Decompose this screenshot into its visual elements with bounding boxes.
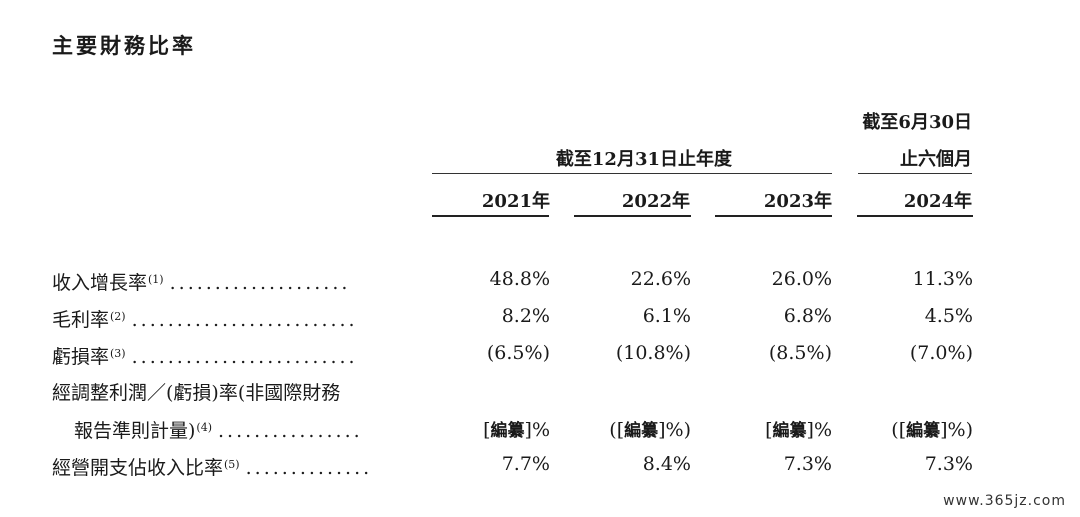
cell-adjusted-margin-2022: ([編纂]%)	[609, 419, 691, 441]
year-rule-2023	[715, 215, 832, 217]
footnote-marker: (2)	[110, 310, 126, 323]
page-title: 主要財務比率	[52, 34, 196, 58]
cell-revenue-growth-2024: 11.3%	[912, 268, 973, 290]
header-year-2021: 2021年	[481, 191, 550, 212]
row-label-opex-ratio: 經營開支佔收入比率(5)..............	[52, 457, 373, 479]
cell-loss-rate-2023: (8.5%)	[768, 342, 832, 364]
row-label-revenue-growth: 收入增長率(1)....................	[52, 272, 351, 294]
cell-gross-margin-2022: 6.1%	[642, 305, 691, 327]
cell-adjusted-margin-2023: [編纂]%	[765, 419, 832, 441]
leader-dots: ................	[218, 420, 363, 442]
header-rule-group1	[432, 173, 832, 174]
header-period-group1: 截至12月31日止年度	[555, 149, 732, 170]
cell-gross-margin-2023: 6.8%	[783, 305, 832, 327]
cell-revenue-growth-2021: 48.8%	[489, 268, 550, 290]
cell-opex-ratio-2021: 7.7%	[501, 453, 550, 475]
cell-adjusted-margin-2021: [編纂]%	[483, 419, 550, 441]
header-year-2022: 2022年	[621, 191, 690, 212]
header-period-group2-line2: 止六個月	[900, 149, 972, 170]
year-rule-2024	[857, 215, 973, 217]
cell-loss-rate-2022: (10.8%)	[615, 342, 691, 364]
footnote-marker: (5)	[224, 458, 240, 471]
cell-gross-margin-2021: 8.2%	[501, 305, 550, 327]
cell-adjusted-margin-2024: ([編纂]%)	[891, 419, 973, 441]
row-label-adjusted-margin-line2: 報告準則計量)(4)................	[74, 420, 363, 442]
redacted-placeholder: 編纂	[772, 421, 807, 441]
cell-loss-rate-2021: (6.5%)	[486, 342, 550, 364]
cell-loss-rate-2024: (7.0%)	[909, 342, 973, 364]
footnote-marker: (3)	[110, 347, 126, 360]
cell-opex-ratio-2022: 8.4%	[642, 453, 691, 475]
cell-opex-ratio-2024: 7.3%	[924, 453, 973, 475]
leader-dots: ....................	[169, 272, 351, 294]
redacted-placeholder: 編纂	[906, 421, 941, 441]
leader-dots: .........................	[131, 346, 358, 368]
year-rule-2022	[574, 215, 691, 217]
footnote-marker: (4)	[196, 421, 213, 434]
watermark: www.365jz.com	[943, 493, 1066, 509]
cell-revenue-growth-2022: 22.6%	[630, 268, 691, 290]
redacted-placeholder: 編纂	[624, 421, 659, 441]
redacted-placeholder: 編纂	[490, 421, 525, 441]
leader-dots: .........................	[131, 309, 358, 331]
cell-revenue-growth-2023: 26.0%	[771, 268, 832, 290]
header-rule-group2	[858, 173, 972, 174]
year-rule-2021	[432, 215, 549, 217]
header-year-2024: 2024年	[903, 191, 972, 212]
row-label-adjusted-margin-line1: 經調整利潤／(虧損)率(非國際財務	[52, 382, 341, 404]
footnote-marker: (1)	[148, 273, 164, 286]
cell-gross-margin-2024: 4.5%	[924, 305, 973, 327]
row-label-loss-rate: 虧損率(3).........................	[52, 346, 358, 368]
row-label-gross-margin: 毛利率(2).........................	[52, 309, 358, 331]
header-year-2023: 2023年	[763, 191, 832, 212]
header-period-group2-line1: 截至6月30日	[862, 112, 972, 133]
leader-dots: ..............	[245, 457, 373, 479]
cell-opex-ratio-2023: 7.3%	[783, 453, 832, 475]
